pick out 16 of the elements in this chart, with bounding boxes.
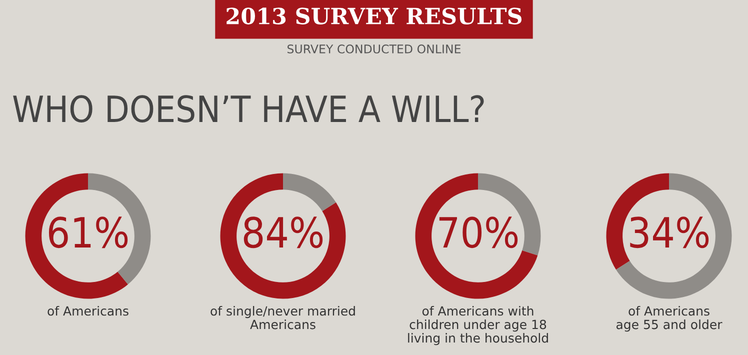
text: of Americans age 55 and older [616,306,722,332]
data-label: 84% [244,216,323,248]
donut-slice [415,173,538,299]
text: of single/never married Americans [210,306,355,330]
text: of Americans [48,306,128,316]
donut-slice [616,173,732,299]
text: SURVEY CONDUCTED ONLINE [288,44,460,54]
text: of Americans with children under age 18 living in the household [408,306,548,346]
donut-slice [220,173,346,299]
data-label: 61% [48,216,128,248]
data-label: 34% [630,216,709,248]
donut-slice [283,173,336,212]
data-label: 70% [439,216,518,248]
text: WHO DOESN’T HAVE A WILL? [13,95,484,122]
text: 2013 SURVEY RESULTS [226,8,522,24]
donut-slice [25,173,128,299]
